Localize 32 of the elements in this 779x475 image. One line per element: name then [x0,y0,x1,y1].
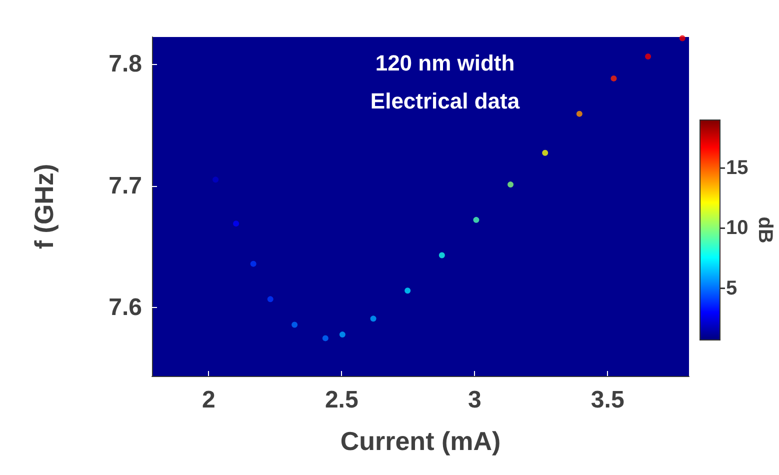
point [404,288,411,294]
y-tick-label: 7.6 [108,294,142,322]
y-tick-label: 7.7 [108,172,142,200]
x-axis-title: Current (mA) [340,426,501,456]
color-bar-label: 15 [726,157,748,180]
point [339,332,346,338]
x-tick-label: 2.5 [324,386,358,414]
annotation: Electrical data [370,88,520,114]
point [679,35,686,42]
annotation: 120 nm width [375,50,515,76]
point [610,75,617,82]
x-tick-label: 3.5 [590,386,624,414]
color-bar-label: 5 [726,277,738,300]
point [267,296,274,302]
point [645,54,652,60]
point [473,216,480,223]
point [250,260,256,267]
point [322,335,328,342]
point [370,316,376,322]
point [233,220,240,227]
point [212,176,219,183]
x-tick-label: 3 [468,386,482,414]
point [542,150,548,156]
point [438,252,445,258]
point [508,182,514,188]
y-tick-label: 7.8 [108,50,142,78]
x-tick-label: 2 [202,386,216,414]
color-bar-label: 10 [726,217,748,240]
point [576,110,582,117]
y-axis-title: f (GHz) [29,164,59,250]
color-bar-title: dB [754,216,776,244]
point [292,322,298,328]
